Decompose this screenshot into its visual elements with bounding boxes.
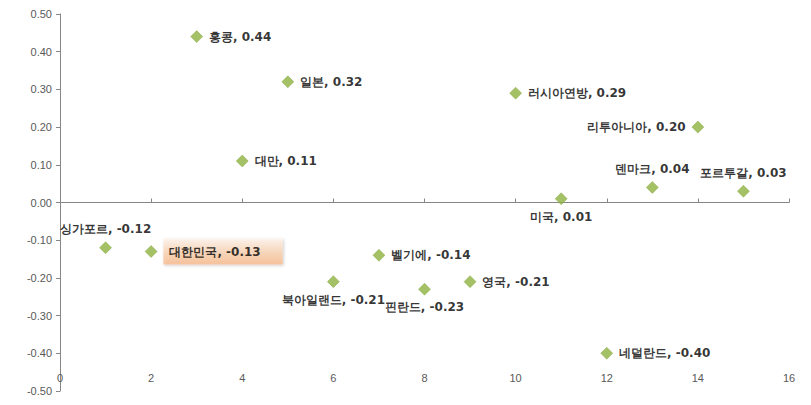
svg-text:10: 10 (510, 372, 522, 384)
svg-text:싱가포르, -0.12: 싱가포르, -0.12 (60, 222, 151, 236)
svg-text:-0.30: -0.30 (27, 310, 52, 322)
svg-text:핀란드, -0.23: 핀란드, -0.23 (385, 300, 464, 314)
svg-text:-0.50: -0.50 (27, 385, 52, 397)
svg-text:리투아니아, 0.20: 리투아니아, 0.20 (587, 120, 685, 134)
svg-text:0.20: 0.20 (31, 121, 52, 133)
svg-text:홍콩, 0.44: 홍콩, 0.44 (209, 30, 271, 44)
svg-text:네덜란드, -0.40: 네덜란드, -0.40 (619, 346, 710, 360)
svg-text:대만, 0.11: 대만, 0.11 (255, 154, 317, 168)
svg-text:포르투갈, 0.03: 포르투갈, 0.03 (700, 166, 786, 180)
svg-text:14: 14 (692, 372, 704, 384)
svg-text:0.50: 0.50 (31, 8, 52, 20)
svg-text:영국, -0.21: 영국, -0.21 (482, 275, 549, 289)
svg-text:4: 4 (239, 372, 245, 384)
svg-text:-0.40: -0.40 (27, 347, 52, 359)
svg-text:-0.20: -0.20 (27, 272, 52, 284)
svg-text:16: 16 (783, 372, 795, 384)
svg-text:러시아연방, 0.29: 러시아연방, 0.29 (528, 86, 626, 100)
svg-text:미국, 0.01: 미국, 0.01 (530, 210, 592, 224)
svg-text:12: 12 (601, 372, 613, 384)
svg-text:0.00: 0.00 (31, 197, 52, 209)
svg-text:0: 0 (57, 372, 63, 384)
svg-text:0.30: 0.30 (31, 83, 52, 95)
svg-text:6: 6 (330, 372, 336, 384)
svg-text:북아일랜드, -0.21: 북아일랜드, -0.21 (282, 293, 385, 307)
svg-text:일본, 0.32: 일본, 0.32 (300, 75, 362, 89)
svg-text:대한민국, -0.13: 대한민국, -0.13 (169, 245, 260, 259)
svg-text:8: 8 (421, 372, 427, 384)
svg-text:덴마크, 0.04: 덴마크, 0.04 (615, 162, 689, 176)
svg-text:-0.10: -0.10 (27, 234, 52, 246)
svg-text:벨기에, -0.14: 벨기에, -0.14 (391, 248, 470, 262)
svg-text:2: 2 (148, 372, 154, 384)
svg-text:0.10: 0.10 (31, 159, 52, 171)
svg-text:0.40: 0.40 (31, 46, 52, 58)
